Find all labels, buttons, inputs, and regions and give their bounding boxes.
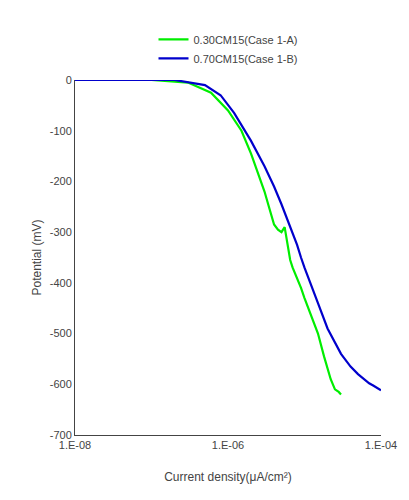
svg-text:0: 0 <box>66 74 72 86</box>
svg-text:-100: -100 <box>50 125 72 137</box>
svg-text:Potential (mV): Potential (mV) <box>30 219 44 295</box>
svg-text:1.E-08: 1.E-08 <box>59 439 91 451</box>
svg-text:1.E-04: 1.E-04 <box>365 439 397 451</box>
svg-text:Current density(μA/cm²): Current density(μA/cm²) <box>164 470 292 484</box>
svg-text:-500: -500 <box>50 327 72 339</box>
svg-text:1.E-06: 1.E-06 <box>212 439 244 451</box>
svg-text:-300: -300 <box>50 226 72 238</box>
svg-text:0.70CM15(Case 1-B): 0.70CM15(Case 1-B) <box>194 53 298 65</box>
svg-text:-200: -200 <box>50 175 72 187</box>
svg-text:-700: -700 <box>50 429 72 441</box>
svg-text:0.30CM15(Case 1-A): 0.30CM15(Case 1-A) <box>194 34 298 46</box>
svg-text:-600: -600 <box>50 378 72 390</box>
svg-text:-400: -400 <box>50 277 72 289</box>
